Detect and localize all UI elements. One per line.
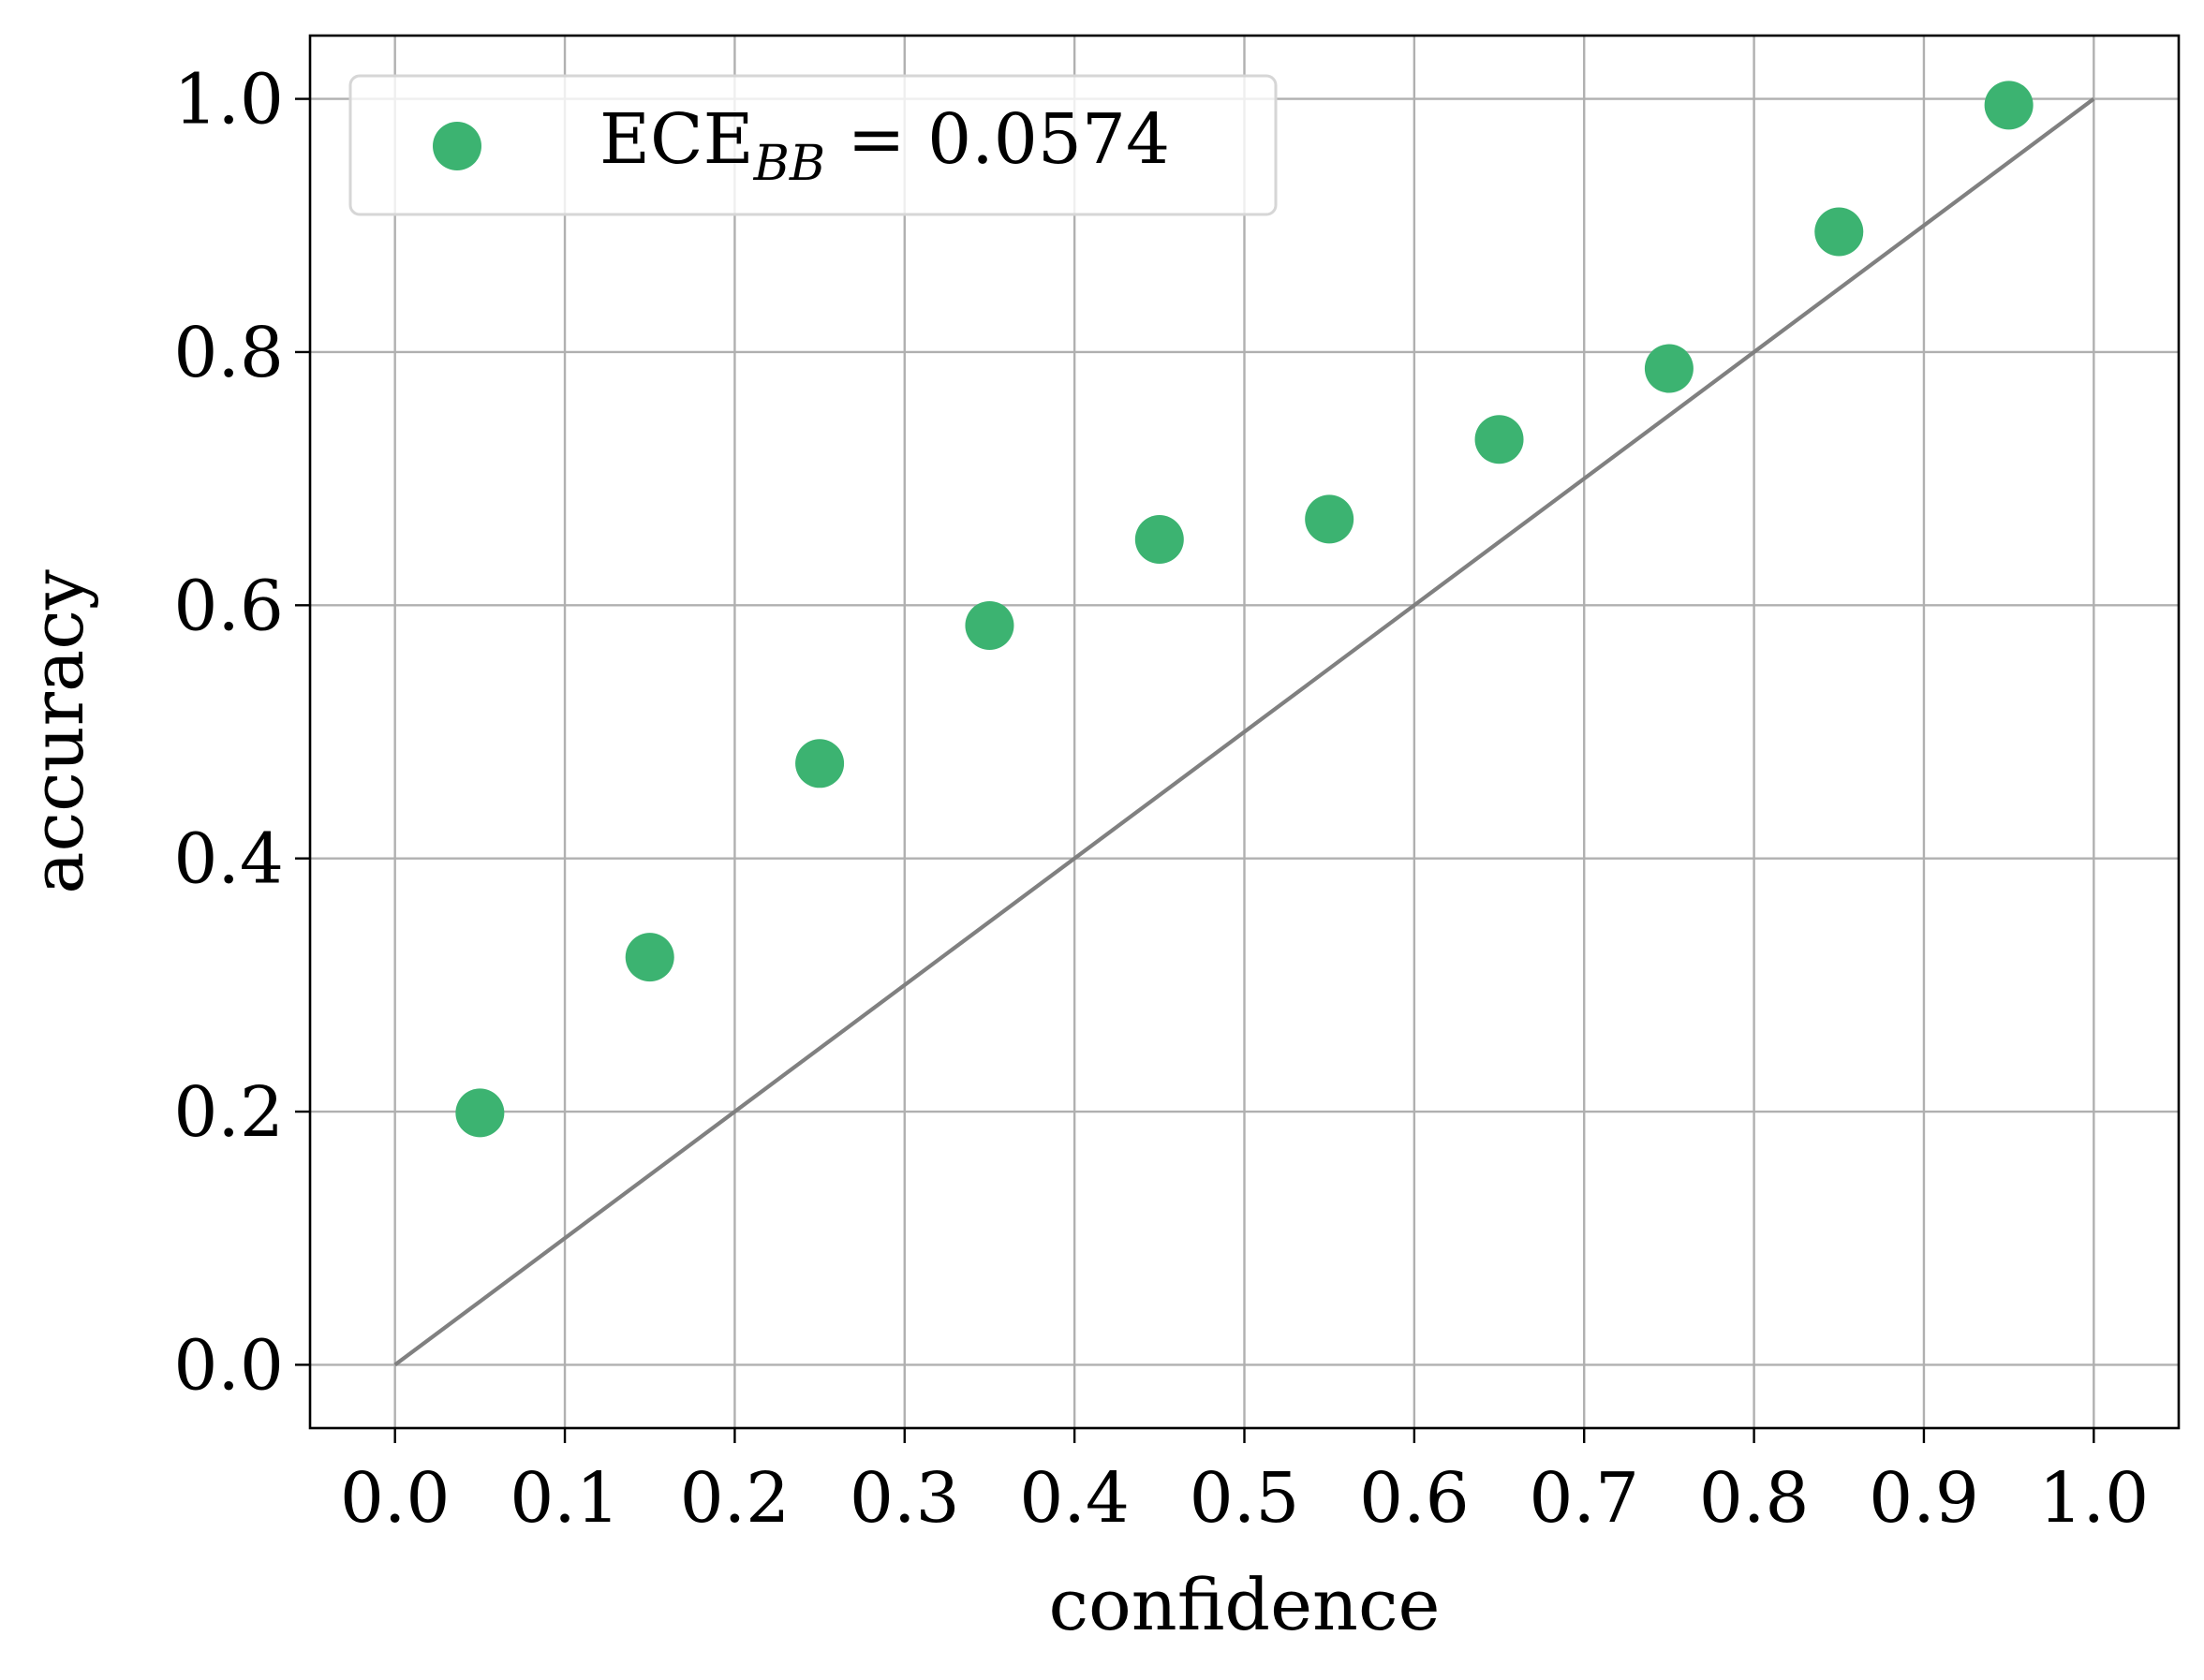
x-tick-label: 0.2 [680, 1458, 791, 1539]
x-axis-ticks: 0.0 0.1 0.2 0.3 0.4 0.5 0.6 0.7 0.8 0.9 1.0 [340, 1428, 2149, 1539]
reference-diagonal-line [393, 96, 2095, 1367]
x-tick-label: 0.5 [1190, 1458, 1300, 1539]
data-point [1814, 207, 1864, 257]
data-point [1305, 494, 1354, 544]
x-tick-label: 0.1 [510, 1458, 620, 1539]
x-axis-title: confidence [1048, 1563, 1440, 1646]
data-point [965, 600, 1014, 650]
x-tick-label: 1.0 [2038, 1458, 2149, 1539]
x-tick-label: 0.9 [1869, 1458, 1979, 1539]
x-tick-label: 0.0 [340, 1458, 451, 1539]
data-points [455, 81, 2034, 1138]
legend: ECEBB = 0.0574 [348, 74, 1278, 216]
y-axis-title: accuracy [16, 569, 99, 894]
y-tick-label: 0.6 [173, 566, 284, 646]
legend-label-main: ECE [599, 99, 754, 180]
data-point [1474, 415, 1524, 464]
data-point [1984, 81, 2034, 130]
y-tick-label: 0.2 [173, 1072, 284, 1153]
x-tick-label: 0.8 [1699, 1458, 1810, 1539]
x-tick-label: 0.4 [1019, 1458, 1130, 1539]
data-point [625, 933, 674, 982]
legend-box [348, 74, 1278, 216]
legend-label-subscript: BB [753, 136, 825, 192]
legend-marker [433, 122, 481, 170]
x-tick-label: 0.7 [1529, 1458, 1639, 1539]
data-point [1644, 344, 1694, 393]
y-axis-ticks: 0.0 0.2 0.4 0.6 0.8 1.0 [173, 60, 310, 1406]
y-tick-label: 0.8 [173, 313, 284, 393]
data-point [1134, 515, 1184, 565]
y-tick-label: 0.4 [173, 819, 284, 900]
legend-label: ECEBB = 0.0574 [599, 99, 1170, 192]
data-point [795, 739, 845, 788]
x-tick-label: 0.6 [1359, 1458, 1470, 1539]
legend-label-value: = 0.0574 [825, 99, 1170, 180]
y-tick-label: 1.0 [173, 60, 284, 140]
data-point [455, 1088, 505, 1138]
y-tick-label: 0.0 [173, 1325, 284, 1406]
x-tick-label: 0.3 [850, 1458, 960, 1539]
